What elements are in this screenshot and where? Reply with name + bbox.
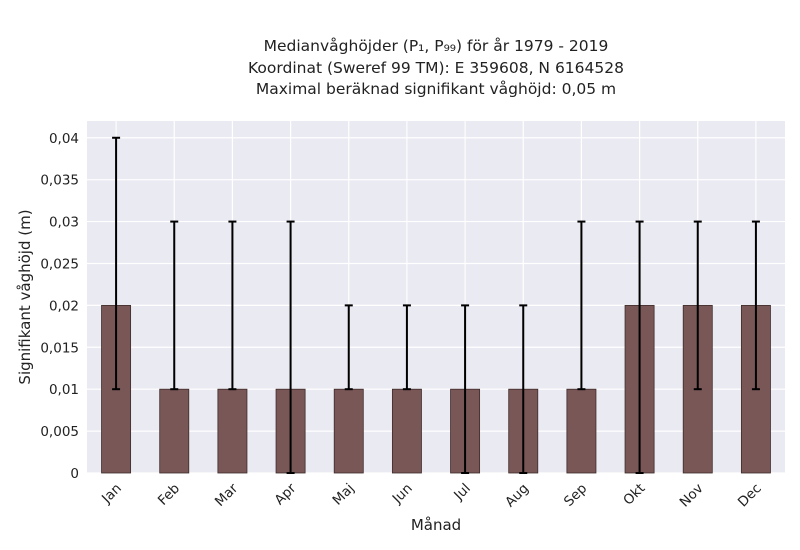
plot-area [87,121,785,473]
bar-maj [333,388,364,474]
error-bar-apr [286,220,295,474]
bar-mar [217,388,248,474]
error-bar-feb [170,220,179,391]
bar-feb [159,388,190,474]
error-bar-jul [461,304,470,474]
error-bar-aug [519,304,528,474]
y-axis-label: Signifikant våghöjd (m) [16,209,34,384]
chart-title-line-1: Medianvåghöjder (P₁, P₉₉) för år 1979 - … [264,37,609,55]
y-tick-label: 0,015 [40,340,79,356]
y-tick-label: 0 [70,466,79,482]
y-tick-label: 0,02 [49,298,79,314]
x-tick-label: Mar [212,480,242,510]
x-axis-label: Månad [411,516,461,534]
x-tick-label: Nov [677,481,707,511]
x-axis-ticks: Jan Feb Mar Apr Maj Jun Jul Aug Sep Okt Nov Dec [98,480,765,510]
x-tick-label: Jan [98,481,125,508]
bar-sep [566,388,597,474]
x-tick-label: Sep [561,481,590,510]
error-bar-dec [751,220,760,391]
chart-title-line-2: Koordinat (Sweref 99 TM): E 359608, N 61… [248,59,624,77]
error-bar-mar [228,220,237,391]
x-tick-label: Feb [155,481,183,509]
error-bar-nov [693,220,702,391]
chart-title-line-3: Maximal beräknad signifikant våghöjd: 0,… [256,80,616,98]
y-tick-label: 0,025 [40,256,79,272]
y-tick-label: 0,03 [49,215,79,231]
x-tick-label: Okt [620,481,648,509]
x-tick-label: Jul [450,481,474,505]
error-bar-okt [635,220,644,474]
chart-title: Medianvåghöjder (P₁, P₉₉) för år 1979 - … [248,37,624,98]
error-bar-sep [577,220,586,391]
x-tick-label: Maj [330,481,358,509]
y-tick-label: 0,035 [40,173,79,189]
y-axis-ticks: 0 0,005 0,01 0,015 0,02 0,025 0,03 0,035 0,04 [40,131,79,482]
error-bar-jun [402,304,411,391]
bar-jun [391,388,422,474]
y-tick-label: 0,005 [40,424,79,440]
y-tick-label: 0,01 [49,382,79,398]
x-tick-label: Apr [272,480,300,508]
x-tick-label: Aug [502,481,532,511]
x-tick-label: Jun [389,481,416,508]
error-bar-jan [112,136,121,391]
error-bar-maj [344,304,353,391]
x-tick-label: Dec [735,481,765,511]
y-tick-label: 0,04 [49,131,79,147]
error-bars [112,136,760,474]
